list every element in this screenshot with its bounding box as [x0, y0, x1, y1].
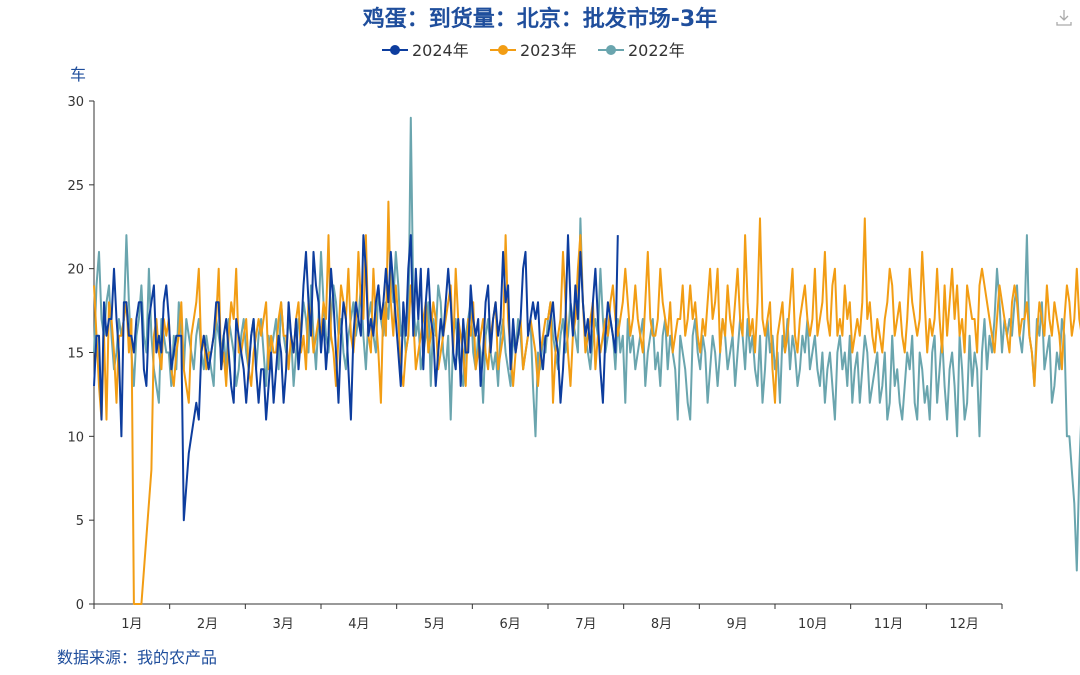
- source-note: 数据来源：我的农产品: [57, 648, 217, 667]
- x-tick-label: 6月: [500, 617, 521, 632]
- legend-marker: [390, 45, 400, 55]
- legend-label: 2024年: [412, 41, 469, 60]
- series-line-2022年: [93, 116, 1080, 572]
- legend-marker: [498, 45, 508, 55]
- legend-item[interactable]: 2023年: [490, 41, 577, 60]
- x-tick-label: 2月: [197, 617, 218, 632]
- y-tick-label: 30: [67, 95, 84, 110]
- download-icon[interactable]: [1056, 10, 1072, 26]
- y-tick-label: 5: [76, 514, 84, 529]
- legend-label: 2023年: [520, 41, 577, 60]
- legend-item[interactable]: 2024年: [382, 41, 469, 60]
- y-tick-label: 20: [67, 263, 84, 278]
- axes: 0 5 10 15 20 25 30 1月 2月 3月 4月 5月 6月 7月 8月 9月 10月 11月 12月: [67, 95, 1003, 632]
- y-tick-label: 15: [67, 347, 84, 362]
- legend-item[interactable]: 2022年: [598, 41, 685, 60]
- y-axis-unit: 车: [70, 65, 86, 84]
- x-tick-label: 9月: [727, 617, 748, 632]
- legend-marker: [606, 45, 616, 55]
- x-tick-label: 1月: [121, 617, 142, 632]
- series-line-2023年: [93, 200, 1080, 605]
- y-tick-label: 25: [67, 179, 84, 194]
- x-tick-label: 11月: [874, 617, 904, 632]
- legend-label: 2022年: [628, 41, 685, 60]
- series-lines: [93, 116, 1080, 605]
- x-tick-label: 7月: [575, 617, 596, 632]
- x-tick-label: 4月: [348, 617, 369, 632]
- x-tick-label: 12月: [949, 617, 979, 632]
- x-tick-label: 8月: [651, 617, 672, 632]
- y-tick-label: 0: [76, 598, 84, 613]
- x-tick-label: 10月: [798, 617, 828, 632]
- series-line-2024年: [93, 234, 619, 522]
- y-tick-label: 10: [67, 430, 84, 445]
- legend: 2024年 2023年 2022年: [382, 41, 685, 60]
- x-tick-label: 5月: [424, 617, 445, 632]
- chart-title: 鸡蛋：到货量：北京：批发市场-3年: [362, 6, 717, 32]
- x-tick-label: 3月: [273, 617, 294, 632]
